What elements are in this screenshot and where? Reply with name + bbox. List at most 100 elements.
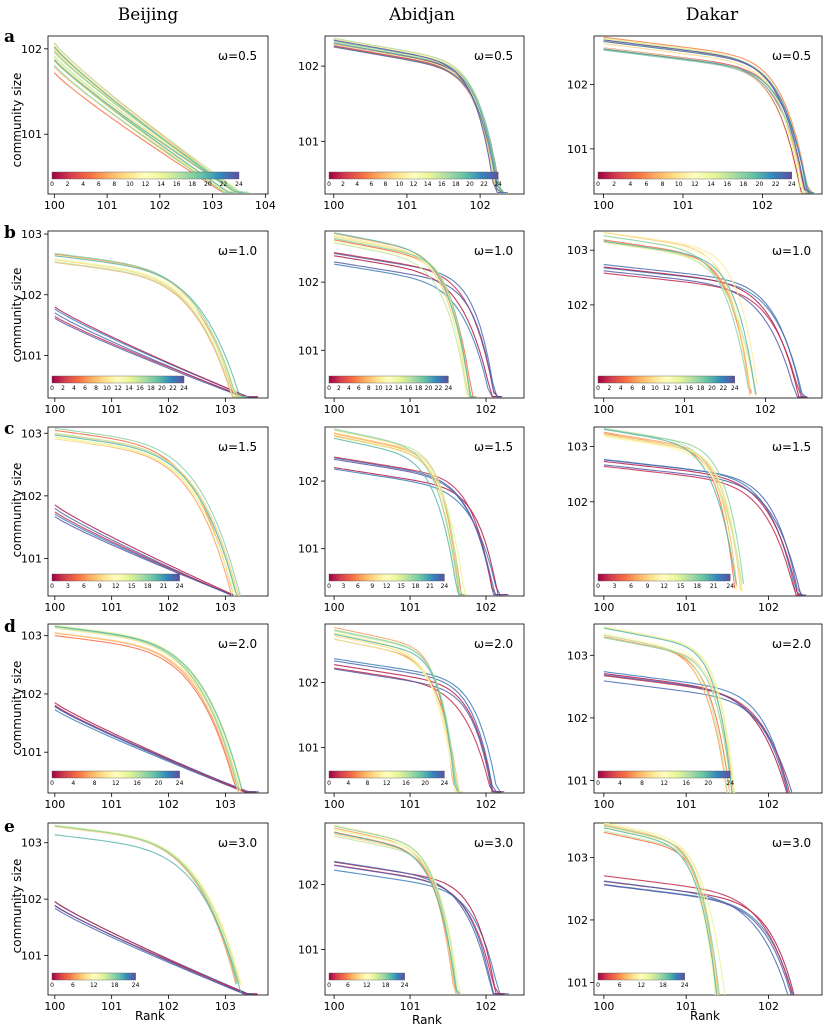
colorbar-tick-label: 8 <box>366 780 370 787</box>
series-line <box>603 266 804 398</box>
y-tick-label: 103 <box>21 427 42 440</box>
x-tick-label: 100 <box>324 601 345 614</box>
colorbar-tick-label: 6 <box>630 385 634 392</box>
x-tick-label: 101 <box>101 601 122 614</box>
colorbar-tick-label: 8 <box>661 181 665 188</box>
series-line <box>333 428 463 596</box>
colorbar-tick-label: 21 <box>160 583 168 590</box>
series-line <box>333 629 460 792</box>
series-line <box>54 255 248 398</box>
series-group <box>603 231 808 398</box>
series-line <box>603 434 742 591</box>
x-tick-label: 102 <box>758 601 779 614</box>
colorbar-tick-label: 18 <box>740 181 748 188</box>
series-line <box>334 860 502 995</box>
panel-frame <box>324 623 525 794</box>
x-tick-label: 101 <box>101 1000 122 1013</box>
series-line <box>603 674 793 793</box>
x-tick-label: 100 <box>44 798 65 811</box>
colorbar-tick-label: 10 <box>651 385 659 392</box>
series-line <box>603 240 757 395</box>
series-line <box>334 658 505 793</box>
series-group <box>333 37 508 194</box>
y-tick-label: 103 <box>21 228 42 241</box>
series-line <box>54 261 243 398</box>
series-line <box>333 835 461 994</box>
series-line <box>334 660 501 793</box>
x-axis-label-abidjan: Rank <box>412 1013 442 1027</box>
series-line <box>603 637 733 793</box>
y-tick-label: 103 <box>567 440 588 453</box>
colorbar-tick-label: 0 <box>327 385 331 392</box>
x-tick-label: 101 <box>101 403 122 416</box>
y-tick-label: 103 <box>567 649 588 662</box>
colorbar-tick-label: 0 <box>596 583 600 590</box>
colorbar-tick-label: 2 <box>66 181 70 188</box>
colorbar-tick-label: 18 <box>412 583 420 590</box>
omega-label: ω=1.0 <box>474 244 513 258</box>
colorbar-tick-label: 16 <box>402 780 410 787</box>
colorbar-tick-label: 22 <box>435 385 443 392</box>
series-line <box>603 680 789 793</box>
series-line <box>333 236 472 398</box>
colorbar-tick-label: 14 <box>674 385 682 392</box>
series-line <box>333 232 475 398</box>
series-line <box>334 864 502 995</box>
y-tick-label: 103 <box>567 851 588 864</box>
y-tick-label: 102 <box>298 677 319 690</box>
y-tick-label: 101 <box>21 746 42 759</box>
omega-label: ω=3.0 <box>772 836 811 850</box>
colorbar-tick-label: 12 <box>142 181 150 188</box>
colorbar-tick-label: 8 <box>94 385 98 392</box>
y-tick-label: 101 <box>298 543 319 556</box>
x-tick-label: 101 <box>101 798 122 811</box>
colorbar-tick-label: 6 <box>83 385 87 392</box>
series-line <box>333 634 459 793</box>
y-axis-label-d: community size <box>10 661 24 756</box>
x-tick-label: 102 <box>158 403 179 416</box>
colorbar-tick-label: 16 <box>438 181 446 188</box>
colorbar-tick-label: 6 <box>357 385 361 392</box>
x-tick-label: 101 <box>396 199 417 212</box>
x-tick-label: 103 <box>215 798 236 811</box>
colorbar-tick-label: 18 <box>659 982 667 989</box>
series-line <box>603 465 801 596</box>
series-line <box>603 270 803 398</box>
colorbar-tick-label: 24 <box>176 583 184 590</box>
colorbar <box>597 171 793 180</box>
x-tick-label: 102 <box>752 199 773 212</box>
x-tick-label: 103 <box>215 403 236 416</box>
colorbar-tick-label: 2 <box>607 385 611 392</box>
column-title-dakar: Dakar <box>686 5 739 25</box>
omega-label: ω=1.5 <box>218 440 257 454</box>
series-line <box>54 504 238 596</box>
series-line <box>334 242 473 398</box>
x-tick-label: 100 <box>44 601 65 614</box>
row-label-a: a <box>4 27 15 47</box>
colorbar <box>51 375 185 384</box>
series-line <box>54 434 239 596</box>
series-line <box>334 668 501 793</box>
colorbar-tick-label: 4 <box>346 780 350 787</box>
colorbar-tick-label: 24 <box>494 181 502 188</box>
colorbar-tick-label: 6 <box>97 181 101 188</box>
series-group <box>603 626 793 793</box>
omega-label: ω=2.0 <box>772 637 811 651</box>
series-line <box>54 635 239 793</box>
colorbar-tick-label: 2 <box>341 181 345 188</box>
colorbar-tick-label: 6 <box>82 583 86 590</box>
colorbar-tick-label: 18 <box>111 982 119 989</box>
panel-d-beijing: 100 101 102 103 101 102 103 ω=2.0 0 4 8 12 16 20 24 <box>21 623 269 811</box>
row-label-e: e <box>4 817 15 837</box>
series-group <box>603 36 815 194</box>
series-line <box>603 40 813 194</box>
y-tick-label: 101 <box>21 950 42 963</box>
colorbar-tick-label: 3 <box>342 583 346 590</box>
colorbar <box>597 375 736 384</box>
y-tick-label: 102 <box>567 78 588 91</box>
colorbar-tick-label: 15 <box>677 583 685 590</box>
x-tick-label: 102 <box>470 199 491 212</box>
series-line <box>54 625 243 790</box>
x-tick-label: 100 <box>324 403 345 416</box>
